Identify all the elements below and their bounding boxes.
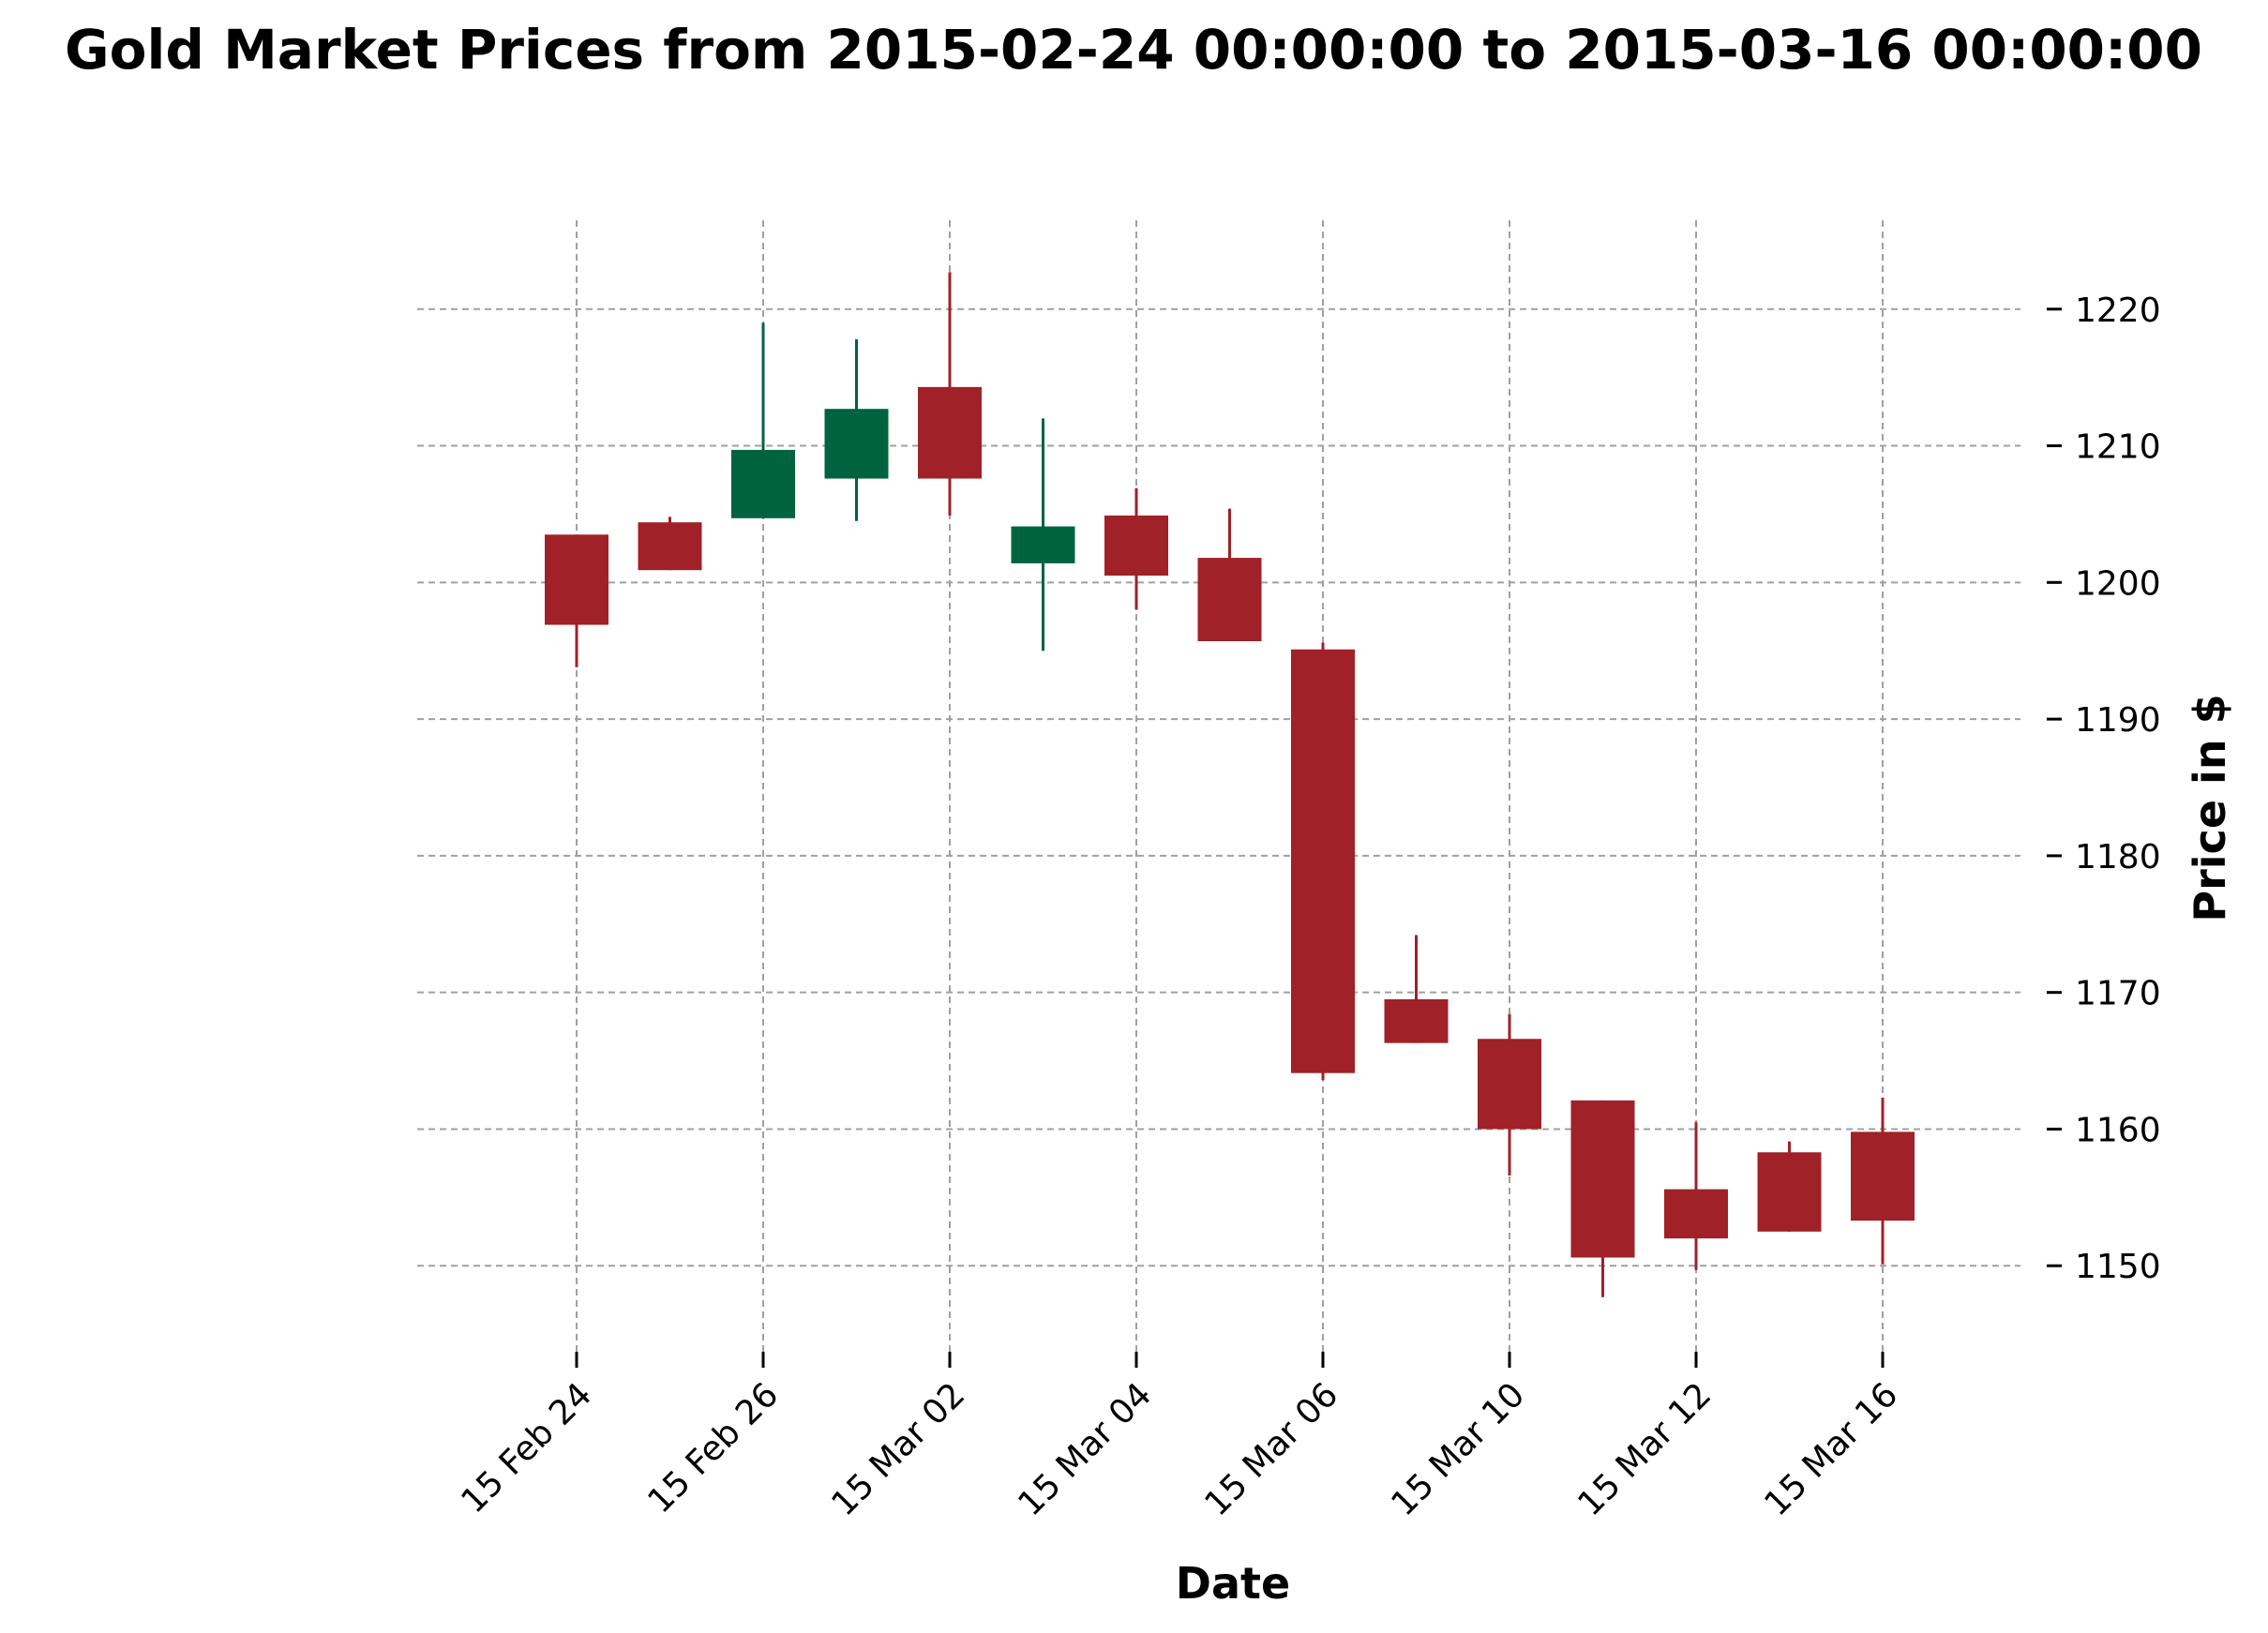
y-tick-label: 1190 — [2075, 701, 2161, 740]
candle — [1851, 1097, 1915, 1265]
candle-body — [1011, 526, 1075, 563]
candle — [1384, 935, 1449, 1043]
candle-body — [545, 534, 608, 625]
candle-body — [1851, 1131, 1915, 1221]
candle — [1291, 642, 1355, 1080]
candle — [1104, 487, 1168, 610]
candle — [731, 322, 795, 518]
candle-body — [1104, 515, 1168, 577]
candle-body — [1384, 998, 1449, 1043]
y-tick-label: 1150 — [2075, 1248, 2161, 1286]
candle-body — [1664, 1189, 1728, 1239]
chart-title: Gold Market Prices from 2015-02-24 00:00… — [65, 18, 2202, 82]
x-tick-label: 15 Mar 02 — [824, 1375, 972, 1523]
x-tick-label: 15 Mar 16 — [1757, 1375, 1905, 1523]
y-axis-label: Price in $ — [2185, 694, 2235, 921]
candle-body — [638, 522, 702, 571]
x-tick-label: 15 Mar 06 — [1197, 1375, 1345, 1523]
candle-body — [1757, 1152, 1822, 1232]
candle-body — [731, 449, 795, 518]
x-tick-label: 15 Mar 04 — [1011, 1375, 1159, 1523]
candle — [824, 338, 889, 521]
x-tick-label: 15 Feb 26 — [640, 1375, 786, 1521]
x-tick-label: 15 Mar 12 — [1570, 1375, 1719, 1523]
candle-body — [1478, 1039, 1541, 1130]
candle-layer — [545, 272, 1915, 1297]
candle — [1011, 418, 1075, 652]
x-tick-label: 15 Feb 24 — [454, 1375, 599, 1521]
candle-body — [1291, 649, 1355, 1073]
candle — [1197, 508, 1262, 642]
y-tick-label: 1160 — [2075, 1111, 2161, 1149]
candle — [1664, 1122, 1728, 1270]
y-tick-label: 1220 — [2075, 292, 2161, 330]
candle-body — [824, 409, 889, 479]
candle-body — [1570, 1100, 1635, 1258]
candle-body — [918, 386, 982, 479]
y-tick-label: 1210 — [2075, 428, 2161, 467]
y-axis: 1150 1160 1170 1180 1190 1200 1210 1220 — [2047, 292, 2161, 1286]
candle — [1757, 1141, 1822, 1232]
x-tick-label: 15 Mar 10 — [1384, 1375, 1532, 1523]
x-axis-label: Date — [1176, 1558, 1290, 1609]
candle — [545, 534, 608, 667]
candle — [918, 272, 982, 516]
candle — [1570, 1100, 1635, 1297]
y-tick-label: 1170 — [2075, 975, 2161, 1013]
candle-body — [1197, 558, 1262, 642]
candle — [1478, 1014, 1541, 1176]
x-axis: 15 Feb 24 15 Feb 26 15 Mar 02 15 Mar 04 15 M… — [454, 1352, 1905, 1523]
y-tick-label: 1180 — [2075, 838, 2161, 876]
candle — [638, 517, 702, 571]
y-tick-label: 1200 — [2075, 564, 2161, 603]
